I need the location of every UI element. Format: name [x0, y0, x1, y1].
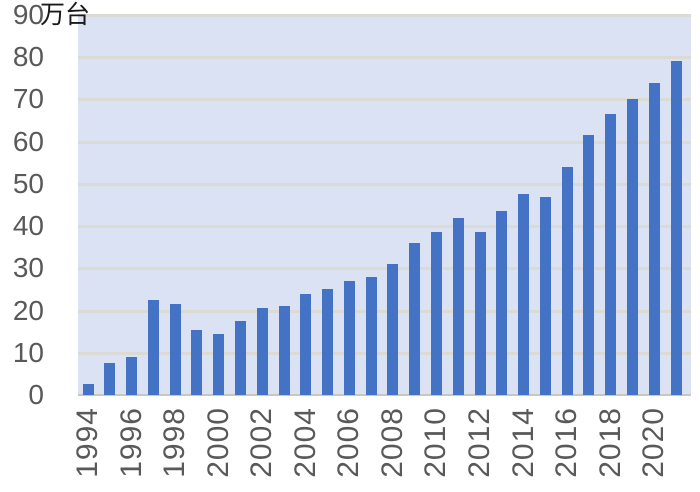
y-tick-label-30: 30: [12, 252, 44, 284]
bar-1995: [104, 363, 116, 395]
bar-2019: [626, 99, 638, 395]
bar-1997: [147, 300, 159, 395]
y-tick-label-10: 10: [12, 336, 44, 368]
y-tick-label-60: 60: [12, 125, 44, 157]
bar-2021: [670, 61, 682, 395]
bar-1998: [169, 304, 181, 395]
x-tick-label-1994: 1994: [71, 407, 104, 478]
gridline-40: [78, 225, 691, 229]
plot-area: [78, 14, 691, 396]
x-tick-label-1996: 1996: [114, 407, 148, 478]
bar-1996: [126, 357, 138, 395]
bar-2016: [561, 167, 573, 395]
bar-1999: [191, 329, 203, 395]
bar-2007: [365, 276, 377, 395]
gridline-60: [78, 140, 691, 144]
bar-2014: [518, 194, 530, 395]
bar-2015: [539, 196, 551, 395]
x-tick-label-2010: 2010: [419, 407, 453, 478]
bar-1994: [82, 384, 94, 395]
bar-2011: [452, 217, 464, 395]
y-tick-label-0: 0: [28, 379, 44, 410]
x-axis-line: [78, 394, 691, 396]
x-tick-label-2012: 2012: [463, 407, 496, 478]
x-tick-label-2018: 2018: [593, 407, 627, 478]
bar-2009: [409, 243, 421, 395]
bar-2017: [583, 135, 595, 395]
bar-2004: [300, 293, 312, 395]
x-tick-label-2014: 2014: [506, 407, 540, 478]
bar-2012: [474, 232, 486, 395]
bar-2000: [213, 333, 225, 395]
bar-2008: [387, 264, 399, 395]
x-tick-label-2020: 2020: [637, 407, 671, 478]
gridline-50: [78, 182, 691, 186]
bar-2002: [256, 308, 268, 395]
y-tick-label-20: 20: [12, 294, 44, 326]
y-tick-label-70: 70: [12, 83, 44, 115]
y-tick-label-50: 50: [12, 167, 44, 199]
y-tick-label-90: 90: [12, 0, 44, 30]
x-tick-label-2016: 2016: [550, 407, 584, 478]
gridline-20: [78, 309, 691, 313]
bar-2018: [605, 114, 617, 395]
gridline-70: [78, 98, 691, 102]
y-tick-label-40: 40: [12, 210, 44, 242]
bar-2020: [648, 82, 660, 395]
gridline-10: [78, 351, 691, 355]
x-tick-label-2000: 2000: [201, 407, 235, 478]
y-axis-unit-label: 万台: [40, 1, 91, 29]
bar-2006: [343, 281, 355, 395]
bar-2013: [496, 211, 508, 395]
y-tick-label-80: 80: [12, 41, 44, 73]
x-tick-label-1998: 1998: [158, 407, 192, 478]
bar-2003: [278, 306, 290, 395]
x-tick-label-2002: 2002: [245, 407, 279, 478]
gridline-30: [78, 267, 691, 271]
bar-2005: [322, 289, 334, 395]
x-tick-label-2008: 2008: [375, 407, 409, 478]
x-tick-label-2006: 2006: [332, 407, 366, 478]
bar-2001: [234, 321, 246, 395]
gridline-90: [78, 14, 691, 17]
x-tick-label-2004: 2004: [288, 407, 322, 478]
gridline-80: [78, 56, 691, 60]
bar-2010: [430, 232, 442, 395]
